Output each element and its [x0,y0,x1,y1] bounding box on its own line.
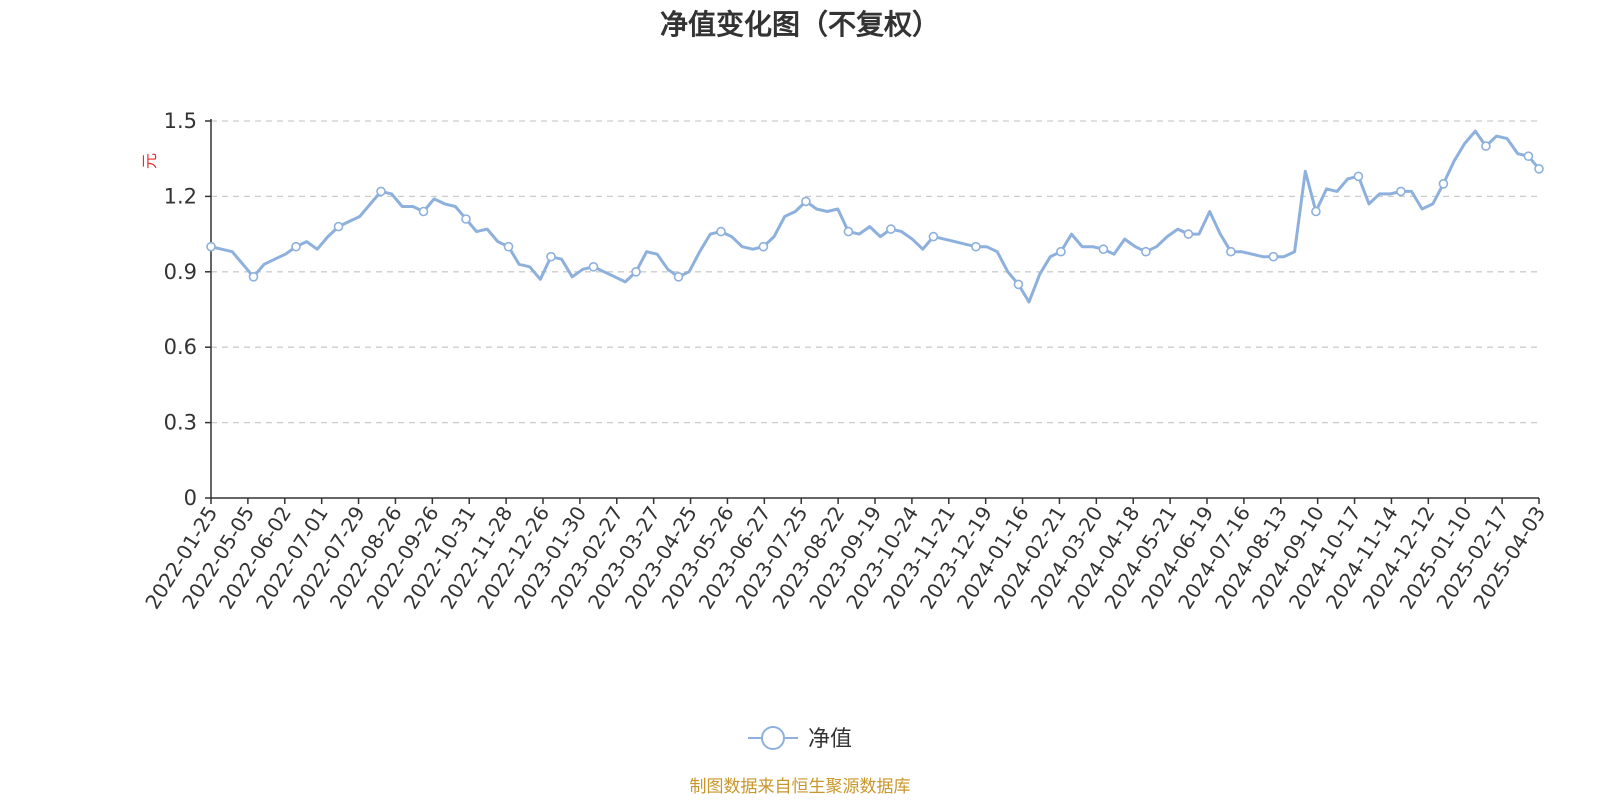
data-point [461,214,471,224]
data-point [673,271,684,282]
data-point [248,271,259,282]
data-point [716,226,726,237]
source-note: 制图数据来自恒生聚源数据库 [690,777,911,797]
data-point [1183,229,1194,239]
data-point [843,226,854,237]
data-point [376,186,386,197]
data-point [1396,186,1406,197]
y-tick-label: 0.6 [164,335,197,359]
data-point [1268,251,1279,262]
legend[interactable]: 净值 [748,726,852,752]
chart-title: 净值变化图（不复权） [660,8,940,41]
data-point [291,241,301,252]
y-axis-unit-label: 元 [140,153,159,169]
data-point [1098,244,1109,254]
y-tick-label: 1.5 [164,109,197,133]
data-point [1141,246,1151,257]
data-point [1523,151,1534,161]
data-point [1311,206,1321,217]
data-point [971,241,981,252]
legend-label: 净值 [808,727,852,752]
data-point [1226,246,1236,257]
data-point [503,241,514,252]
data-point [886,224,896,234]
data-point [588,261,599,272]
data-point [333,221,344,232]
data-point [928,231,939,242]
y-tick-label: 0.3 [164,411,197,435]
data-point [1481,141,1491,151]
data-point [758,241,769,252]
series-line-0 [209,129,1541,304]
data-point [1534,164,1544,174]
data-point [801,196,811,207]
data-point [631,266,641,277]
data-point [1013,279,1024,290]
data-point [1056,246,1066,257]
data-point [1438,179,1449,189]
x-tick-labels: 2022-01-252022-05-052022-06-022022-07-01… [140,502,1550,613]
y-tick-label: 0.9 [164,260,197,284]
grid-lines [211,120,1539,424]
series-layer [206,129,1544,304]
data-point [546,251,556,262]
legend-marker-icon [761,726,785,750]
y-tick-label: 0 [184,486,197,510]
y-tick-label: 1.2 [164,184,197,208]
data-point [418,206,429,217]
data-point [1353,171,1364,182]
data-point [206,241,216,252]
axes [205,119,1540,504]
y-tick-labels: 0 0.3 0.6 0.9 1.2 1.5 [164,109,197,510]
